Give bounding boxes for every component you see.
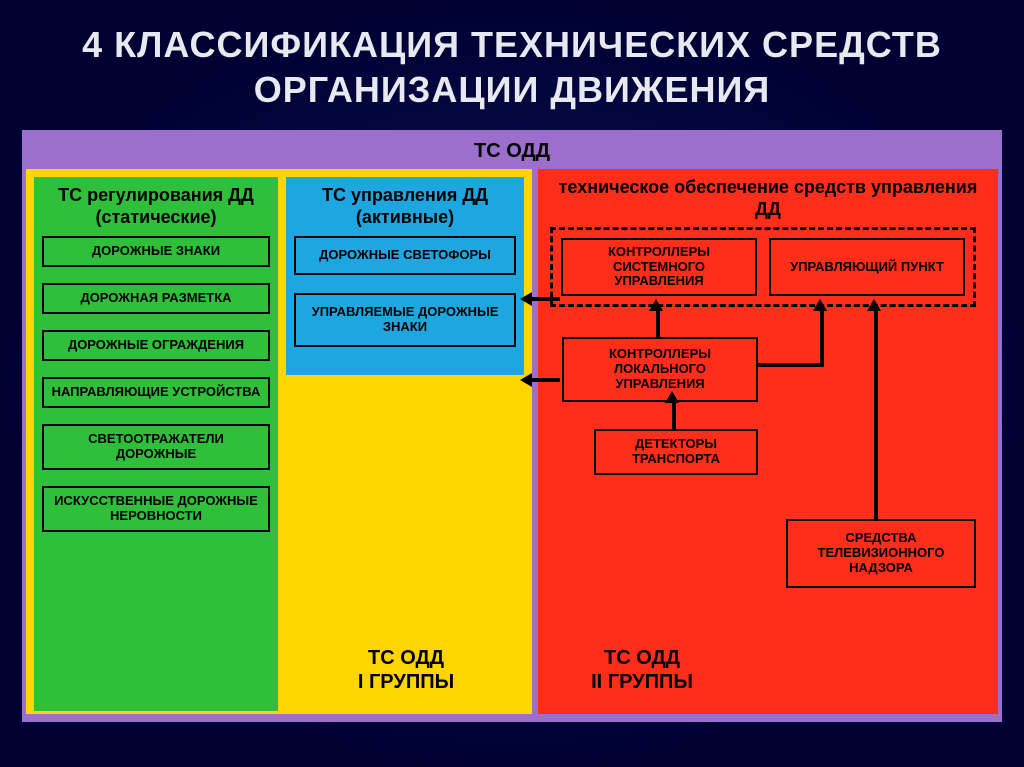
- green-item-2: ДОРОЖНЫЕ ОГРАЖДЕНИЯ: [42, 330, 270, 361]
- arrow-cross-2: [530, 378, 560, 382]
- red-item-0: КОНТРОЛЛЕРЫ ЛОКАЛЬНОГО УПРАВЛЕНИЯ: [562, 337, 758, 402]
- top-label: ТС ОДД: [26, 134, 998, 169]
- blue-column: ТС управления ДД (активные) ДОРОЖНЫЕ СВЕ…: [286, 177, 524, 375]
- arrow-right-vert2: [820, 307, 824, 367]
- green-item-5: ИСКУССТВЕННЫЕ ДОРОЖНЫЕ НЕРОВНОСТИ: [42, 486, 270, 532]
- green-item-4: СВЕТООТРАЖАТЕЛИ ДОРОЖНЫЕ: [42, 424, 270, 470]
- arrow-red2-to-dash1: [874, 307, 878, 519]
- dashed-item-1: УПРАВЛЯЮЩИЙ ПУНКТ: [769, 238, 965, 296]
- dashed-item-0: КОНТРОЛЛЕРЫ СИСТЕМНОГО УПРАВЛЕНИЯ: [561, 238, 757, 296]
- red-item-1: ДЕТЕКТОРЫ ТРАНСПОРТА: [594, 429, 758, 475]
- blue-item-0: ДОРОЖНЫЕ СВЕТОФОРЫ: [294, 236, 516, 275]
- arrow-head-3: [867, 299, 881, 311]
- arrow-head-cross-2: [520, 373, 532, 387]
- group1-pane: ТС регулирования ДД (статические) ДОРОЖН…: [26, 169, 532, 714]
- dashed-group: КОНТРОЛЛЕРЫ СИСТЕМНОГО УПРАВЛЕНИЯ УПРАВЛ…: [550, 227, 976, 307]
- group1-footer: ТС ОДД I ГРУППЫ: [326, 646, 486, 694]
- green-column: ТС регулирования ДД (статические) ДОРОЖН…: [34, 177, 278, 711]
- arrow-cross-1: [530, 297, 560, 301]
- green-item-1: ДОРОЖНАЯ РАЗМЕТКА: [42, 283, 270, 314]
- red-header: техническое обеспечение средств управлен…: [546, 177, 990, 220]
- green-item-0: ДОРОЖНЫЕ ЗНАКИ: [42, 236, 270, 267]
- group2-footer: ТС ОДД II ГРУППЫ: [562, 646, 722, 694]
- arrow-head-1: [649, 299, 663, 311]
- arrow-right-horiz2: [758, 363, 824, 367]
- blue-item-1: УПРАВЛЯЕМЫЕ ДОРОЖНЫЕ ЗНАКИ: [294, 293, 516, 347]
- arrow-dash0-to-red0: [656, 307, 660, 337]
- arrow-head-4: [813, 299, 827, 311]
- main-grid: ТС регулирования ДД (статические) ДОРОЖН…: [26, 169, 998, 720]
- green-item-3: НАПРАВЛЯЮЩИЕ УСТРОЙСТВА: [42, 377, 270, 408]
- red-item-2: СРЕДСТВА ТЕЛЕВИЗИОННОГО НАДЗОРА: [786, 519, 976, 588]
- slide-title: 4 КЛАССИФИКАЦИЯ ТЕХНИЧЕСКИХ СРЕДСТВ ОРГА…: [0, 0, 1024, 130]
- arrow-head-2: [665, 391, 679, 403]
- blue-header: ТС управления ДД (активные): [294, 185, 516, 228]
- arrow-head-cross-1: [520, 292, 532, 306]
- group2-pane: техническое обеспечение средств управлен…: [538, 169, 998, 714]
- outer-frame: ТС ОДД ТС регулирования ДД (статические)…: [22, 130, 1002, 722]
- green-header: ТС регулирования ДД (статические): [42, 185, 270, 228]
